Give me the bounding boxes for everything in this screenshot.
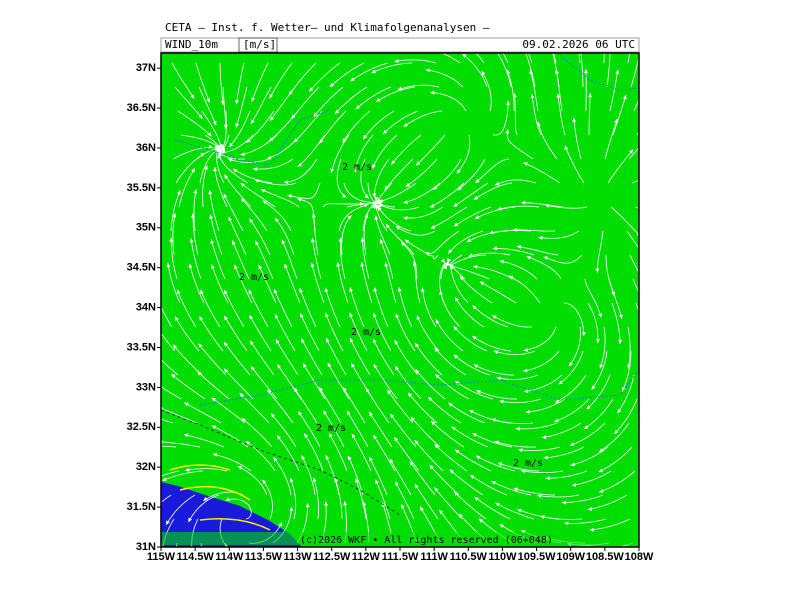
speed-label: 2 m/s <box>351 327 381 338</box>
speed-label: 2 m/s <box>513 458 543 469</box>
lat-tick-label: 34N <box>136 301 156 313</box>
unit: [m/s] <box>243 38 276 51</box>
arrowhead <box>631 21 635 25</box>
lon-tick-label: 113.5W <box>245 551 283 563</box>
arrowhead <box>601 21 605 25</box>
arrowhead <box>645 288 649 293</box>
lon-tick-label: 113W <box>284 551 313 563</box>
lat-tick-label: 37N <box>136 62 156 74</box>
lon-tick-label: 111W <box>420 551 448 563</box>
arrowhead <box>140 481 144 485</box>
lon-tick-label: 108W <box>625 551 654 563</box>
lon-tick-label: 115W <box>147 551 176 563</box>
lon-tick-label: 112W <box>352 551 381 563</box>
copyright: (c)2026 WKF • All rights reserved (06+04… <box>300 535 553 546</box>
lon-tick-label: 112.5W <box>313 551 351 563</box>
lat-tick-label: 33N <box>136 381 156 393</box>
arrowhead <box>670 218 674 222</box>
speed-label: 2 m/s <box>342 162 372 173</box>
arrowhead <box>146 376 150 380</box>
arrowhead <box>151 317 155 321</box>
streamline <box>637 100 660 135</box>
arrowhead <box>656 100 660 104</box>
speed-label: 2 m/s <box>239 272 269 283</box>
arrowhead <box>544 23 548 28</box>
arrowhead <box>647 72 651 76</box>
lat-tick-label: 36N <box>136 142 156 154</box>
arrowhead <box>653 128 657 132</box>
datetime: 09.02.2026 06 UTC <box>522 38 635 51</box>
arrowhead <box>216 575 220 579</box>
arrowhead <box>141 520 145 524</box>
lat-tick-label: 32.5N <box>127 421 156 433</box>
arrowhead <box>134 444 138 448</box>
lat-tick-label: 31.5N <box>127 501 156 513</box>
lon-tick-label: 109.5W <box>518 551 557 563</box>
lon-tick-label: 111.5W <box>382 551 419 563</box>
streamline <box>635 207 675 221</box>
lat-tick-label: 35N <box>136 222 156 234</box>
lat-tick-label: 35.5N <box>127 182 156 194</box>
arrowhead <box>644 340 648 344</box>
lat-tick-label: 34.5N <box>127 262 156 274</box>
arrowhead <box>133 410 138 414</box>
lon-tick-label: 109W <box>556 551 585 563</box>
lon-tick-label: 114.5W <box>176 551 214 563</box>
streamline <box>176 543 183 584</box>
arrowhead <box>667 168 672 172</box>
lat-tick-label: 33.5N <box>127 341 156 353</box>
arrowhead <box>646 314 650 318</box>
lon-tick-label: 108.5W <box>586 551 625 563</box>
header-title: CETA — Inst. f. Wetter— und Klimafolgena… <box>165 21 490 34</box>
arrowhead <box>572 22 576 26</box>
lon-tick-label: 110W <box>488 551 517 563</box>
lon-tick-label: 114W <box>215 551 244 563</box>
variable: WIND_10m <box>165 38 218 51</box>
arrowhead <box>179 580 183 585</box>
lon-tick-label: 110.5W <box>450 551 488 563</box>
plot-area: (c)2026 WKF • All rights reserved (06+04… <box>133 21 675 584</box>
arrowhead <box>514 25 518 30</box>
wind-field <box>161 53 639 547</box>
arrowhead <box>647 261 651 266</box>
lat-tick-label: 36.5N <box>127 102 156 114</box>
lat-tick-label: 32N <box>136 461 156 473</box>
arrowhead <box>154 289 158 293</box>
speed-label: 2 m/s <box>316 423 346 434</box>
